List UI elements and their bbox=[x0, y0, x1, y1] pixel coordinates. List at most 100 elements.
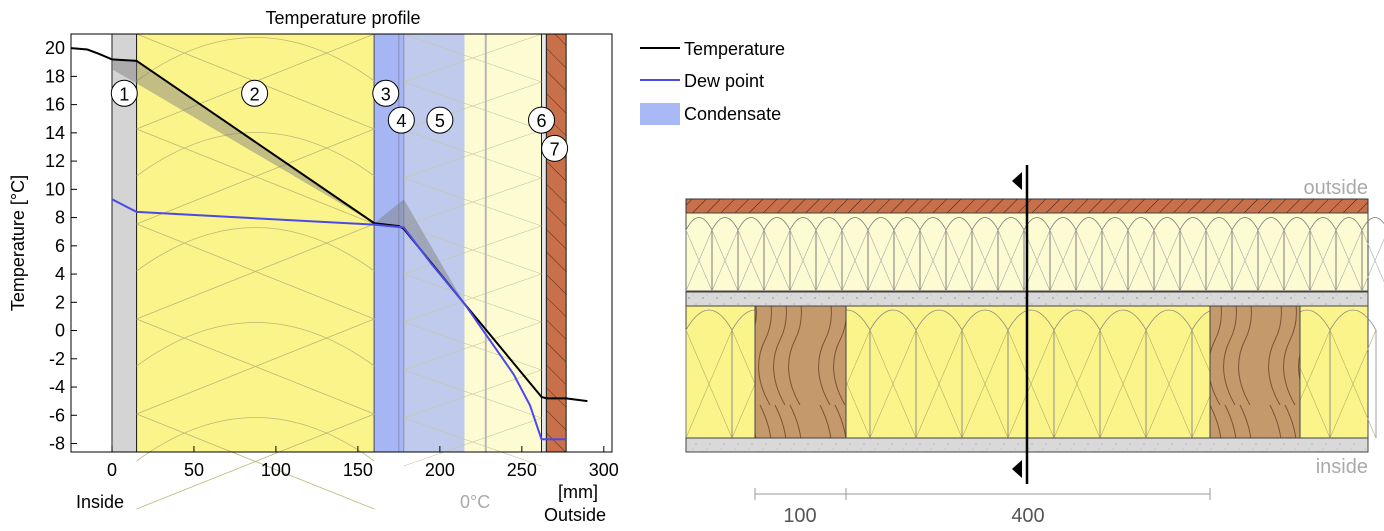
chart-title: Temperature profile bbox=[265, 8, 420, 28]
dimension-line bbox=[754, 488, 1211, 500]
layer-number-badges: 1 2 34 5 67 bbox=[110, 79, 569, 162]
y-tick-label: -4 bbox=[49, 377, 65, 397]
layer-badge-number: 1 bbox=[119, 84, 129, 104]
fibre-cross bbox=[1153, 229, 1181, 292]
fibre-cross bbox=[1231, 229, 1259, 292]
wool-cross bbox=[1053, 329, 1101, 439]
y-tick-label: 12 bbox=[45, 151, 65, 171]
dimension-100-label: 100 bbox=[783, 505, 816, 526]
y-tick-label: 18 bbox=[45, 66, 65, 86]
y-tick-label: 8 bbox=[55, 208, 65, 228]
fibre-cross bbox=[789, 229, 817, 292]
layer-badge-number: 4 bbox=[396, 111, 406, 131]
fibre-cross bbox=[711, 229, 739, 292]
y-tick-label: 10 bbox=[45, 179, 65, 199]
fibre-cross bbox=[737, 229, 765, 292]
fibre-cross bbox=[1075, 229, 1103, 292]
series-lines bbox=[70, 47, 588, 441]
insulation-fibre-curve bbox=[136, 227, 375, 272]
wool-cross bbox=[1329, 329, 1377, 439]
wool-arch bbox=[1007, 309, 1055, 438]
section-marker-top bbox=[1012, 172, 1022, 190]
fibre-cross bbox=[841, 229, 869, 292]
layer-badge-number: 5 bbox=[435, 111, 445, 131]
layer-badge-number: 2 bbox=[250, 84, 260, 104]
inside-label: Inside bbox=[76, 492, 124, 512]
dew-point-line bbox=[111, 198, 567, 441]
temperature-profile-chart: Temperature profile 0 50 100 150 200 250 30020… bbox=[8, 8, 619, 525]
x-tick-label: 0 bbox=[107, 460, 117, 480]
fibre-cross bbox=[1049, 229, 1077, 292]
insulation-fibre-curve bbox=[136, 322, 375, 367]
wood-fibre-line bbox=[403, 33, 542, 83]
fibre-arch bbox=[1361, 217, 1384, 291]
wool-arch bbox=[1053, 309, 1101, 438]
outer-insulation-pattern bbox=[685, 217, 1384, 292]
fibre-cross bbox=[1309, 229, 1337, 292]
wool-cross bbox=[961, 329, 1009, 439]
fibre-cross bbox=[945, 229, 973, 292]
layer-badge-3 bbox=[372, 79, 400, 107]
wool-cross bbox=[1099, 329, 1147, 439]
x-tick-label: 200 bbox=[425, 460, 455, 480]
legend-swatch-condensate bbox=[640, 103, 680, 125]
wool-arch bbox=[1145, 309, 1193, 438]
legend-label-temperature: Temperature bbox=[684, 39, 785, 59]
layer-badge-number: 7 bbox=[550, 139, 560, 159]
x-tick-label: 250 bbox=[507, 460, 537, 480]
wool-arch bbox=[1329, 309, 1377, 438]
fibre-cross bbox=[763, 229, 791, 292]
x-tick-label: 100 bbox=[261, 460, 291, 480]
layer-badge-number: 3 bbox=[381, 84, 391, 104]
y-tick-label: -6 bbox=[49, 405, 65, 425]
legend: Temperature Dew point Condensate bbox=[640, 39, 785, 125]
fibre-cross bbox=[1127, 229, 1155, 292]
fibre-cross bbox=[893, 229, 921, 292]
fibre-cross bbox=[685, 229, 713, 292]
wall-section-diagram: outside inside 100 400 bbox=[685, 165, 1384, 527]
fibre-cross bbox=[867, 229, 895, 292]
legend-label-condensate: Condensate bbox=[684, 104, 781, 124]
insulation-fibre-line bbox=[136, 223, 375, 320]
layer-badge-2 bbox=[241, 79, 269, 107]
y-tick-label: 0 bbox=[55, 321, 65, 341]
layer-badge-7 bbox=[541, 134, 569, 162]
y-axis-label: Temperature [°C] bbox=[8, 175, 28, 311]
insulation-fibre-curve bbox=[136, 132, 375, 177]
timber-stud-right bbox=[1209, 305, 1301, 439]
x-tick-label: 50 bbox=[184, 460, 204, 480]
fibre-cross bbox=[1179, 229, 1207, 292]
insulation-fibre-curve bbox=[136, 417, 375, 462]
layer-badge-number: 6 bbox=[536, 111, 546, 131]
fibre-cross bbox=[997, 229, 1025, 292]
wood-fibre-line bbox=[403, 177, 542, 227]
timber-stud-left bbox=[754, 305, 847, 439]
wood-fibre-line bbox=[403, 321, 542, 371]
wool-arch bbox=[685, 309, 733, 438]
layer-band-6 bbox=[541, 33, 547, 453]
layer-badge-1 bbox=[110, 79, 138, 107]
y-tick-label: -2 bbox=[49, 349, 65, 369]
y-tick-label: 16 bbox=[45, 95, 65, 115]
x-tick-label: 300 bbox=[589, 460, 619, 480]
fibre-cross bbox=[1101, 229, 1129, 292]
plot-frame bbox=[70, 33, 613, 453]
legend-label-dew-point: Dew point bbox=[684, 71, 764, 91]
layer-badge-5 bbox=[426, 106, 454, 134]
layer-badge-4 bbox=[387, 106, 415, 134]
outside-label: Outside bbox=[544, 505, 606, 525]
wood-fibre-line bbox=[403, 417, 542, 467]
wool-cross bbox=[915, 329, 963, 439]
y-tick-label: -8 bbox=[49, 434, 65, 454]
section-marker-bottom bbox=[1012, 460, 1022, 478]
y-tick-label: 6 bbox=[55, 236, 65, 256]
wood-fibre-line bbox=[403, 225, 542, 275]
fibre-cross bbox=[1283, 229, 1311, 292]
insulation-fibre-line bbox=[136, 128, 375, 225]
brick-hatch bbox=[545, 33, 567, 453]
fibre-cross bbox=[971, 229, 999, 292]
wool-arch bbox=[915, 309, 963, 438]
wool-cross bbox=[1007, 329, 1055, 439]
outside-side-label: outside bbox=[1304, 177, 1369, 199]
